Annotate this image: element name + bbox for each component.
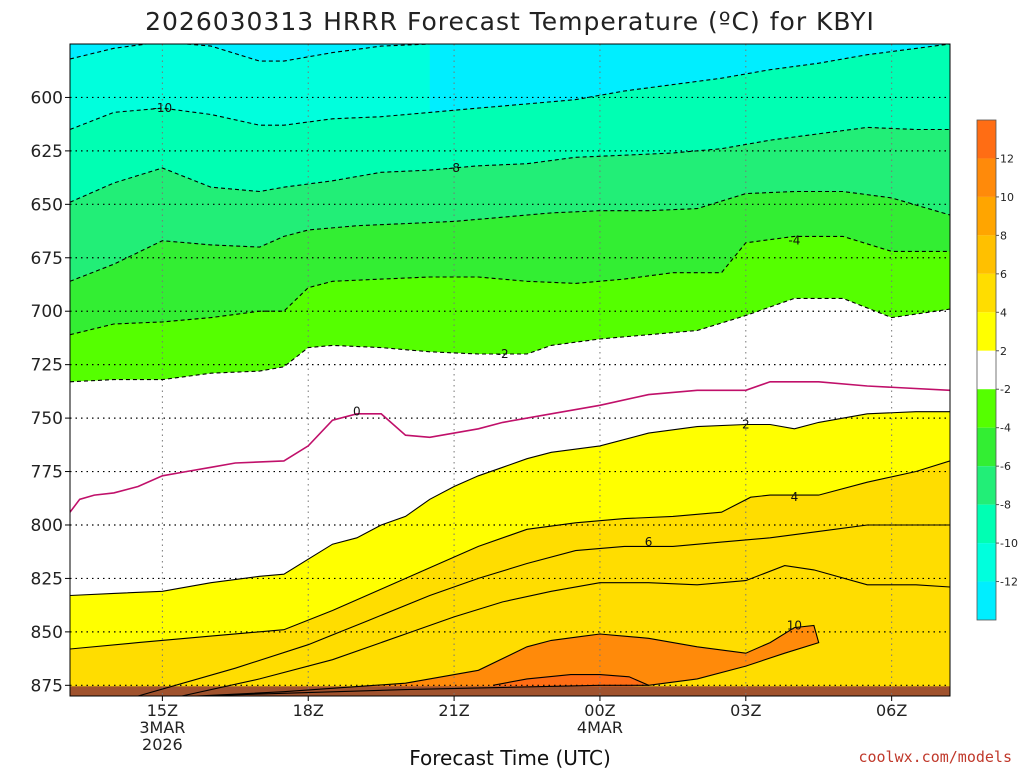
colorbar-tick-label-8: -6 <box>1000 460 1011 473</box>
x-tick-label-15-2: 2026 <box>142 735 183 754</box>
contour-label-layer: 10 6 4 2 0 -2 -4 -8 -10 <box>153 101 802 632</box>
colorbar-tick-label-11: -12 <box>1000 576 1018 589</box>
colorbar-tick-label-2: 8 <box>1000 229 1007 242</box>
ground-surface <box>70 686 950 696</box>
contour-line--2 <box>70 297 950 383</box>
colorbar-tick-label-4: 4 <box>1000 306 1007 319</box>
contour-line--10 <box>70 44 950 131</box>
x-tick-label-27-0: 03Z <box>730 701 761 720</box>
contour-line-8 <box>181 565 950 696</box>
plot-frame <box>69 43 951 697</box>
chart-title: 2026030313 HRRR Forecast Temperature (ºC… <box>145 7 875 36</box>
colorbar-tick-label-6: -2 <box>1000 383 1011 396</box>
colorbar-tick-label-10: -10 <box>1000 537 1018 550</box>
contour-line-10 <box>196 624 820 696</box>
colorbar-band-6 <box>977 235 996 274</box>
contour-line-12 <box>492 674 649 686</box>
contour-label-6: 6 <box>645 535 653 549</box>
colorbar-band--14 <box>977 581 996 620</box>
y-tick-label-600: 600 <box>31 88 63 108</box>
x-tick-label-24-1: 4MAR <box>577 718 623 737</box>
grid-lines <box>70 44 950 696</box>
x-tick-label-30-0: 06Z <box>876 701 907 720</box>
y-tick-label-650: 650 <box>31 195 63 215</box>
y-axis-ticks: 600 625 650 675 700 725 750 775 800 825 850 875 <box>31 88 70 696</box>
contour-line--4 <box>70 235 950 336</box>
contour-line-2 <box>70 411 950 597</box>
colorbar-band--2 <box>977 350 996 390</box>
y-tick-label-775: 775 <box>31 463 63 483</box>
colorbar-tick-label-0: 12 <box>1000 152 1014 165</box>
colorbar-tick-label-3: 6 <box>1000 268 1007 281</box>
y-tick-label-800: 800 <box>31 516 63 536</box>
contour-label-0: 0 <box>353 405 361 419</box>
colorbar-band-12 <box>977 120 996 159</box>
contour-label--10: -10 <box>153 101 173 115</box>
y-tick-label-850: 850 <box>31 623 63 643</box>
contour-label--4: -4 <box>788 234 800 248</box>
colorbar-frame <box>976 119 997 621</box>
colorbar-band--10 <box>977 504 996 544</box>
fill-band-above-10 <box>196 625 819 696</box>
colorbar-band--4 <box>977 389 996 428</box>
credit-link[interactable]: coolwx.com/models <box>858 748 1012 766</box>
colorbar-band--12 <box>977 543 996 582</box>
contour-label--8: -8 <box>448 161 460 175</box>
contour-line-4 <box>70 460 950 650</box>
y-tick-label-700: 700 <box>31 302 63 322</box>
y-tick-label-675: 675 <box>31 249 63 269</box>
y-tick-label-625: 625 <box>31 142 63 162</box>
contour-line--6 <box>70 190 950 282</box>
colorbar-band-4 <box>977 273 996 313</box>
y-tick-label-750: 750 <box>31 409 63 429</box>
contour-line-6 <box>137 524 950 696</box>
contour-line--8 <box>70 126 950 203</box>
y-tick-label-825: 825 <box>31 569 63 589</box>
contour-label-2: 2 <box>742 418 750 432</box>
contour-label--2: -2 <box>497 347 509 361</box>
x-axis-label: Forecast Time (UTC) <box>409 746 611 768</box>
colorbar-tick-label-7: -4 <box>1000 422 1011 435</box>
colorbar-band-8 <box>977 196 996 236</box>
colorbar: 12 10 8 6 4 2 -2 -4 -6 -8 -10 -12 <box>976 119 1018 621</box>
colorbar-tick-label-9: -8 <box>1000 499 1011 512</box>
temperature-fill-layer <box>70 44 950 696</box>
colorbar-tick-label-1: 10 <box>1000 191 1014 204</box>
y-tick-label-725: 725 <box>31 356 63 376</box>
colorbar-band-2 <box>977 312 996 351</box>
x-tick-label-24-0: 00Z <box>584 701 615 720</box>
y-tick-label-875: 875 <box>31 676 63 696</box>
contour-label-4: 4 <box>791 490 799 504</box>
contour-label-10: 10 <box>787 618 802 632</box>
colorbar-band--6 <box>977 427 996 467</box>
x-tick-label-21-0: 21Z <box>438 701 469 720</box>
colorbar-band--8 <box>977 466 996 505</box>
x-tick-label-18-0: 18Z <box>293 701 324 720</box>
x-tick-label-15-1: 3MAR <box>139 718 185 737</box>
contour-line-layer <box>70 44 950 696</box>
x-tick-label-15-0: 15Z <box>147 701 178 720</box>
colorbar-band-10 <box>977 158 996 197</box>
contour-line-0 <box>70 380 950 513</box>
colorbar-tick-label-5: 2 <box>1000 345 1007 358</box>
